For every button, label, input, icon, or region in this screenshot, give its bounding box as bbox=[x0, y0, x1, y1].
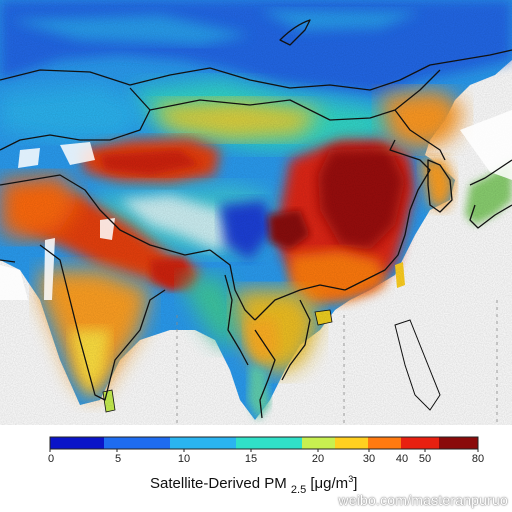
map-area bbox=[0, 0, 512, 425]
colorbar-segment bbox=[335, 437, 368, 449]
colorbar-title-prefix: Satellite-Derived PM bbox=[150, 475, 287, 492]
colorbar bbox=[49, 436, 479, 452]
colorbar-title-unit: [μg/m bbox=[310, 475, 349, 492]
watermark: weibo.com/masteranpuruo bbox=[338, 492, 508, 508]
colorbar-segment bbox=[302, 437, 335, 449]
colorbar-frame bbox=[49, 436, 479, 450]
graticule bbox=[176, 300, 498, 425]
colorbar-title-unit-sup: 3 bbox=[348, 474, 354, 484]
colorbar-tick-label: 50 bbox=[418, 453, 432, 465]
colorbar-segment bbox=[104, 437, 170, 449]
colorbar-title: Satellite-Derived PM 2.5 [μg/m3] bbox=[150, 474, 358, 496]
colorbar-tick-label-hidden: 40 bbox=[395, 453, 409, 465]
borders bbox=[0, 19, 512, 419]
colorbar-ticks bbox=[49, 449, 479, 452]
colorbar-tick-label: 5 bbox=[114, 453, 122, 465]
colorbar-segment bbox=[401, 437, 439, 449]
colorbar-segment bbox=[368, 437, 401, 449]
colorbar-segment bbox=[50, 437, 104, 449]
colorbar-tick-label: 80 bbox=[471, 453, 485, 465]
colorbar-title-subscript: 2.5 bbox=[290, 484, 307, 496]
colorbar-title-unit-close: ] bbox=[353, 475, 358, 492]
colorbar-segment bbox=[439, 437, 478, 449]
texture-overlay bbox=[0, 0, 512, 425]
colorbar-tick-label: 30 bbox=[362, 453, 376, 465]
colorbar-tick-label: 0 bbox=[47, 453, 55, 465]
colorbar-tick-label: 20 bbox=[311, 453, 325, 465]
colorbar-segment bbox=[236, 437, 302, 449]
colorbar-segment bbox=[170, 437, 236, 449]
colorbar-tick-label: 15 bbox=[244, 453, 258, 465]
colorbar-tick-label: 10 bbox=[177, 453, 191, 465]
